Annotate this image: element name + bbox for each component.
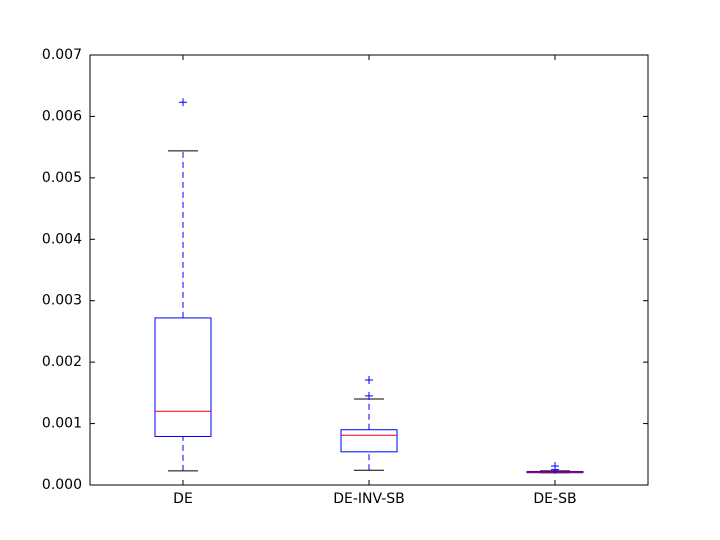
y-tick-label: 0.007	[42, 47, 82, 63]
outlier	[365, 391, 373, 400]
y-tick-label: 0.005	[42, 170, 82, 186]
x-tick-label: DE	[173, 491, 193, 507]
y-tick-label: 0.001	[42, 416, 82, 432]
y-tick-label: 0.000	[42, 477, 82, 493]
x-tick-label: DE-INV-SB	[333, 491, 405, 507]
plot-frame	[89, 54, 649, 486]
y-tick-label: 0.003	[42, 293, 82, 309]
outlier	[365, 375, 373, 384]
box	[340, 429, 398, 453]
y-tick-label: 0.004	[42, 231, 82, 247]
y-tick-label: 0.002	[42, 354, 82, 370]
x-tick-label: DE-SB	[533, 491, 576, 507]
box	[154, 317, 212, 437]
outlier	[179, 98, 187, 107]
y-tick-label: 0.006	[42, 108, 82, 124]
outlier	[551, 461, 559, 470]
